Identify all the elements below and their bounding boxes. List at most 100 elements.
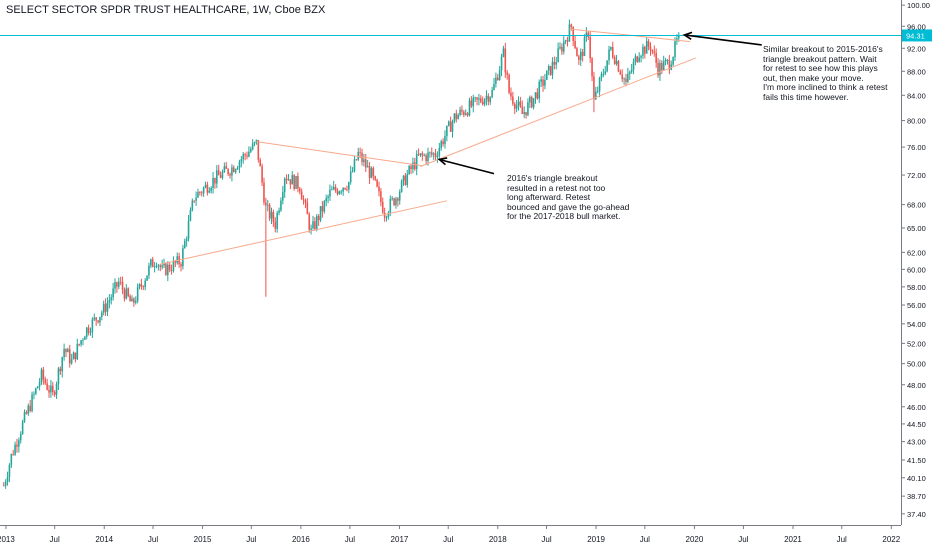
candle-down [244, 154, 246, 156]
candles-layer [2, 19, 680, 489]
candle-up [348, 182, 350, 190]
candle-up [134, 300, 137, 303]
candle-down [530, 96, 533, 108]
candle-up [251, 143, 254, 150]
candle-up [204, 184, 207, 188]
candle-up [472, 97, 475, 107]
candle-up [106, 302, 109, 312]
candle-up [112, 288, 114, 298]
candle-up [628, 71, 631, 74]
candle-down [655, 52, 657, 63]
candle-up [55, 384, 58, 395]
candle-up [406, 173, 409, 186]
candle-down [12, 454, 14, 455]
candle-down [576, 48, 578, 57]
candle-up [600, 74, 603, 78]
x-tick-label: Jul [541, 535, 551, 544]
candle-up [91, 319, 94, 333]
candle-up [19, 433, 22, 441]
candle-down [159, 265, 162, 268]
trendline [420, 57, 696, 167]
candle-down [293, 175, 295, 189]
candle-down [442, 141, 444, 145]
candle-up [238, 161, 241, 168]
candle-up [27, 405, 30, 414]
candle-down [404, 175, 407, 186]
candle-up [331, 189, 333, 191]
candle-up [672, 57, 674, 65]
candle-up [638, 57, 640, 62]
candle-up [579, 51, 582, 60]
x-tick-label: 2018 [489, 535, 507, 544]
candle-up [551, 61, 554, 75]
candle-up [395, 198, 397, 206]
candle-down [246, 155, 248, 157]
candle-down [368, 166, 371, 178]
candle-up [338, 191, 341, 195]
candle-up [438, 148, 441, 157]
candle-up [163, 263, 165, 266]
y-tick-label: 88.00 [907, 67, 926, 76]
candle-up [387, 212, 390, 217]
candle-down [257, 139, 260, 160]
candle-down [25, 412, 28, 414]
candle-up [21, 421, 24, 434]
candle-up [598, 77, 601, 92]
candle-down [525, 112, 527, 116]
candle-down [383, 212, 386, 218]
arrows-layer [437, 31, 762, 175]
candle-up [287, 179, 290, 181]
candle-up [585, 32, 588, 38]
y-tick-label: 100.00 [907, 1, 930, 10]
candle-down [16, 444, 18, 447]
candle-up [144, 280, 146, 288]
candle-up [189, 210, 192, 221]
candle-up [632, 61, 635, 70]
candle-up [446, 125, 448, 137]
candle-down [346, 189, 348, 190]
candle-down [487, 95, 490, 102]
x-tick-label: Jul [50, 535, 60, 544]
candle-down [46, 383, 48, 390]
candle-up [349, 171, 352, 183]
candle-down [574, 41, 576, 49]
candle-down [504, 48, 507, 73]
annotation-note-2019: Similar breakout to 2015-2016's triangle… [763, 44, 888, 102]
candle-down [263, 182, 265, 203]
candle-up [634, 56, 637, 62]
y-tick-label: 50.00 [907, 360, 926, 369]
candle-down [229, 174, 231, 176]
candle-up [72, 352, 75, 360]
candle-down [657, 62, 659, 76]
candle-up [489, 97, 492, 102]
candle-up [202, 187, 205, 194]
candle-down [430, 152, 433, 155]
candle-down [476, 97, 478, 100]
candle-up [602, 73, 605, 75]
candle-down [578, 56, 580, 60]
candle-up [93, 317, 96, 320]
candle-up [99, 316, 101, 323]
candle-down [421, 153, 424, 156]
candle-down [481, 101, 484, 105]
candle-up [248, 151, 250, 157]
candle-down [410, 166, 412, 170]
candle-up [568, 24, 571, 42]
candle-down [298, 188, 301, 192]
x-tick-label: 2021 [784, 535, 802, 544]
y-tick-label: 92.00 [907, 44, 926, 53]
candle-up [240, 159, 243, 162]
candle-up [176, 256, 179, 263]
candle-down [359, 151, 361, 153]
x-tick-label: Jul [738, 535, 748, 544]
candle-up [185, 238, 188, 241]
candle-up [642, 46, 644, 56]
x-tick-label: Jul [837, 535, 847, 544]
candle-up [534, 92, 537, 99]
y-tick-label: 43.00 [907, 438, 926, 447]
candle-up [495, 77, 497, 84]
candle-up [583, 37, 586, 56]
candle-up [295, 176, 297, 189]
x-tick-label: Jul [345, 535, 355, 544]
